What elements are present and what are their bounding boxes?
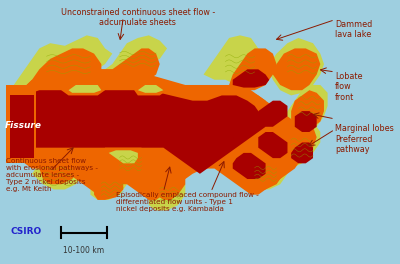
Polygon shape [291,143,313,163]
Polygon shape [273,48,320,90]
Polygon shape [109,150,138,163]
Polygon shape [112,48,160,80]
Polygon shape [61,80,105,95]
Polygon shape [251,148,288,190]
Text: Lobate
flow
front: Lobate flow front [335,72,362,102]
Polygon shape [14,69,313,200]
Polygon shape [269,38,324,95]
Polygon shape [156,158,185,200]
Polygon shape [291,90,324,132]
Polygon shape [14,90,266,174]
Bar [6,85,36,163]
Polygon shape [284,85,328,132]
Polygon shape [32,48,101,80]
Bar [10,95,34,158]
Polygon shape [39,148,80,184]
Polygon shape [105,35,167,74]
Polygon shape [90,158,127,200]
Text: CSIRO: CSIRO [10,227,41,236]
Polygon shape [68,85,101,93]
Text: Continuous sheet flow
with erosional pathways -
adcumulate lenses -
Type 2 nicke: Continuous sheet flow with erosional pat… [6,158,98,192]
Polygon shape [233,69,269,88]
Text: Dammed
lava lake: Dammed lava lake [335,20,372,39]
Polygon shape [295,111,317,132]
Polygon shape [204,35,269,85]
Polygon shape [32,148,83,190]
Polygon shape [138,85,164,93]
Polygon shape [258,101,288,127]
Text: Episodically emplaced compound flow -
differentiated flow units - Type 1
nickel : Episodically emplaced compound flow - di… [116,192,259,212]
Polygon shape [280,121,317,163]
Text: 10-100 km: 10-100 km [62,246,104,255]
Bar [10,95,34,158]
Polygon shape [149,169,185,210]
Text: Fissure: Fissure [4,121,42,130]
Polygon shape [258,132,288,158]
Polygon shape [14,69,266,116]
Text: Unconstrained continuous sheet flow -
adcumulate sheets: Unconstrained continuous sheet flow - ad… [61,8,215,27]
Polygon shape [94,163,123,200]
Polygon shape [251,148,291,190]
Polygon shape [105,148,142,163]
Polygon shape [273,121,320,169]
Polygon shape [233,153,266,179]
Polygon shape [229,48,276,90]
Polygon shape [14,35,112,101]
Polygon shape [134,80,167,95]
Text: Marginal lobes
Preferred
pathway: Marginal lobes Preferred pathway [335,124,394,154]
